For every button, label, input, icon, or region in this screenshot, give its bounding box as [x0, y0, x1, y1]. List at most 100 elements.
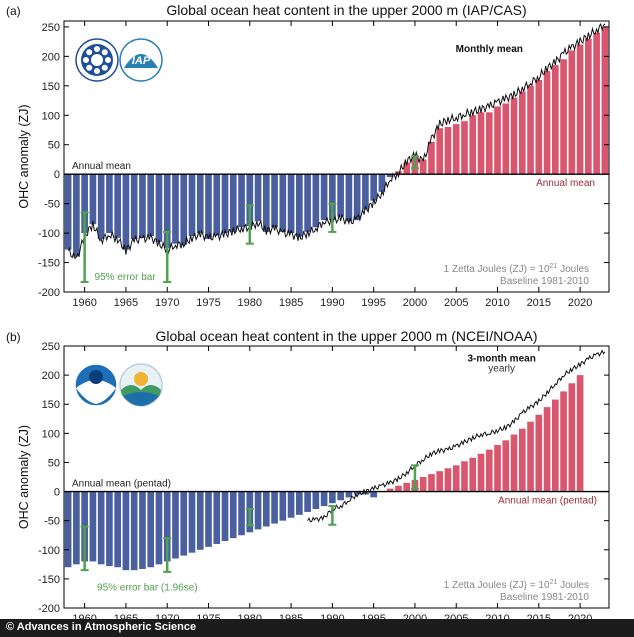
bar	[139, 491, 146, 569]
bar	[221, 491, 229, 542]
bar	[172, 491, 179, 559]
line-series-label: 3-month mean	[467, 354, 535, 365]
error-bar	[163, 230, 172, 283]
bar	[155, 491, 163, 565]
error-bar	[410, 155, 419, 170]
x-tick-label: 1960	[72, 297, 96, 309]
bar	[163, 174, 171, 248]
bar	[180, 174, 188, 245]
bar	[205, 491, 212, 547]
bar	[196, 174, 204, 234]
bar	[370, 174, 377, 201]
bar	[444, 468, 452, 492]
bar	[403, 162, 411, 175]
x-tick-label: 1975	[196, 297, 220, 309]
error-bar-label: 95% error bar	[95, 272, 157, 283]
x-tick-label: 1965	[114, 297, 138, 309]
unit-note-sup: 21	[550, 579, 558, 586]
bar	[337, 174, 344, 217]
bar	[320, 174, 328, 221]
logos-group-a: IAP	[75, 38, 163, 82]
y-tick-label: 50	[48, 457, 60, 469]
bar	[279, 174, 287, 232]
y-tick-label: -50	[44, 516, 60, 528]
panel-label: (b)	[6, 330, 21, 344]
error-bar	[245, 204, 254, 245]
bar	[254, 491, 262, 530]
bar	[172, 174, 179, 244]
bar	[518, 91, 526, 175]
chart-panel-b: (b) Global ocean heat content in the uppe…	[6, 328, 610, 625]
bar	[444, 127, 452, 175]
bar	[568, 383, 576, 492]
bar	[122, 491, 130, 571]
y-tick-label: -200	[38, 603, 60, 615]
chart-title: Global ocean heat content in the upper 2…	[166, 2, 526, 18]
bar	[403, 482, 411, 492]
bar	[246, 174, 254, 227]
y-tick-label: 150	[42, 81, 60, 93]
x-tick-label: 2000	[403, 297, 427, 309]
bar	[229, 491, 237, 539]
bar	[585, 38, 592, 175]
bar	[485, 112, 493, 175]
bar	[262, 491, 270, 527]
bar	[279, 491, 287, 521]
x-tick-label: 1985	[279, 297, 303, 309]
noaa-logo	[74, 363, 118, 407]
error-bar	[80, 525, 89, 572]
bar	[477, 112, 485, 175]
ncei-logo	[119, 363, 163, 407]
cas-logo-petal	[94, 68, 100, 74]
y-tick-label: -200	[38, 287, 60, 299]
cas-logo-petal	[83, 57, 89, 63]
baseline-note: Baseline 1981-2010	[500, 592, 589, 603]
cas-logo-petal	[101, 64, 108, 71]
bar	[386, 488, 394, 492]
bar	[362, 174, 369, 210]
bar	[106, 491, 113, 567]
bar	[139, 174, 146, 238]
chart-panel-a: (a) Global ocean heat content in the uppe…	[6, 2, 610, 309]
bar	[271, 491, 278, 524]
bar	[196, 491, 204, 550]
bar	[106, 174, 113, 234]
bar	[527, 85, 534, 175]
unit-note: 1 Zetta Joules (ZJ) = 1021 Joules	[444, 263, 589, 275]
cas-logo-petal	[94, 46, 100, 52]
error-bar	[328, 505, 337, 526]
bar	[353, 491, 361, 495]
footer-bar: © Advances in Atmospheric Science	[0, 619, 634, 637]
y-tick-label: 100	[42, 110, 60, 122]
bar	[560, 391, 567, 492]
annual-mean-label-left: Annual mean (pentad)	[72, 479, 171, 490]
bar	[213, 491, 221, 544]
bar	[122, 174, 130, 250]
bar	[287, 174, 295, 234]
bar	[370, 491, 377, 498]
iap-logo-lettering: IAP	[132, 55, 151, 67]
x-tick-label: 1970	[155, 297, 179, 309]
error-bar	[80, 211, 89, 283]
bar	[461, 461, 468, 492]
noaa-logo-bird	[76, 380, 116, 404]
bar	[601, 26, 609, 175]
bar	[353, 174, 361, 221]
bar	[114, 491, 122, 568]
bar	[378, 174, 386, 192]
error-bar	[328, 202, 337, 233]
y-tick-label: 250	[42, 341, 60, 353]
bar	[345, 174, 353, 222]
bar	[551, 65, 559, 175]
y-tick-label: -100	[38, 228, 60, 240]
x-tick-label: 1980	[238, 297, 262, 309]
bar	[97, 491, 105, 565]
bar	[238, 174, 245, 228]
error-bar	[245, 508, 254, 527]
x-tick-label: 2020	[568, 297, 592, 309]
bar	[320, 491, 328, 507]
bar	[543, 71, 551, 175]
bar	[188, 491, 196, 553]
bar	[89, 174, 97, 225]
